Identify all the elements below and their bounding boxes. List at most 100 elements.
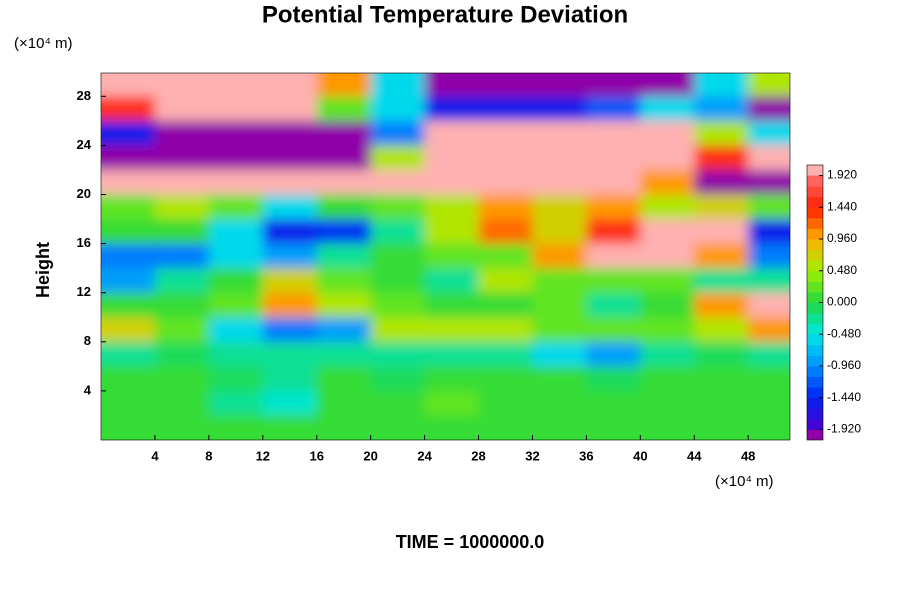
heatmap-cell	[262, 194, 318, 220]
heatmap-cell	[640, 415, 695, 440]
heatmap-cell	[478, 415, 533, 440]
colorbar-band	[807, 334, 823, 346]
heatmap-cell	[424, 317, 480, 343]
y-tick-label: 28	[77, 88, 91, 103]
heatmap-cell	[532, 366, 587, 392]
heatmap-cell	[154, 415, 210, 440]
heatmap-cell	[154, 194, 210, 220]
heatmap-cell	[640, 120, 695, 146]
heatmap-cell	[748, 194, 790, 220]
heatmap-cell	[316, 317, 372, 343]
heatmap-cell	[586, 73, 641, 97]
x-tick-label: 20	[363, 448, 377, 463]
heatmap-cell	[694, 73, 749, 97]
colorbar-band	[807, 397, 823, 409]
colorbar-tick-label: 1.920	[827, 168, 857, 182]
heatmap-cell	[262, 243, 318, 269]
heatmap-cell	[478, 268, 533, 294]
colorbar-band	[807, 186, 823, 198]
heatmap-cell	[208, 194, 264, 220]
heatmap-cell	[586, 169, 641, 196]
heatmap-cell	[532, 268, 587, 294]
heatmap-cell	[586, 341, 641, 367]
heatmap-cell	[370, 145, 426, 171]
heatmap-cell	[640, 219, 695, 245]
heatmap-cell	[694, 194, 749, 220]
heatmap-cell	[262, 120, 318, 146]
heatmap-cell	[208, 169, 264, 196]
heatmap-cell	[478, 292, 533, 318]
heatmap-cell	[154, 73, 210, 97]
y-tick-label: 24	[77, 137, 92, 152]
heatmap-cell	[101, 341, 156, 367]
heatmap-cell	[532, 390, 587, 416]
heatmap-cell	[586, 366, 641, 392]
heatmap-cell	[424, 341, 480, 367]
colorbar-tick-label: -0.960	[827, 358, 861, 372]
heatmap-cell	[694, 366, 749, 392]
heatmap-cell	[424, 219, 480, 245]
heatmap-cell	[532, 145, 587, 171]
colorbar-band	[807, 387, 823, 399]
heatmap-cell	[208, 317, 264, 343]
heatmap-cell	[262, 292, 318, 318]
heatmap-cell	[424, 292, 480, 318]
heatmap-cell	[694, 169, 749, 196]
heatmap-cell	[316, 120, 372, 146]
heatmap-cell	[478, 96, 533, 122]
heatmap-cell	[532, 317, 587, 343]
colorbar-tick-label: 1.440	[827, 199, 857, 213]
heatmap-cell	[694, 415, 749, 440]
colorbar-band	[807, 228, 823, 240]
heatmap-cell	[424, 390, 480, 416]
heatmap-cell	[586, 96, 641, 122]
heatmap-cell	[586, 268, 641, 294]
colorbar-over	[807, 165, 823, 177]
heatmap-cell	[478, 341, 533, 367]
heatmap-cell	[154, 120, 210, 146]
heatmap-cell	[640, 169, 695, 196]
heatmap-cell	[586, 243, 641, 269]
heatmap-cell	[424, 73, 480, 97]
y-tick-label: 8	[84, 333, 91, 348]
heatmap-cell	[640, 145, 695, 171]
heatmap-cell	[101, 268, 156, 294]
heatmap-cell	[748, 366, 790, 392]
heatmap-cell	[586, 415, 641, 440]
heatmap-cell	[748, 145, 790, 171]
heatmap-cell	[154, 243, 210, 269]
heatmap-cell	[370, 194, 426, 220]
heatmap-cell	[748, 120, 790, 146]
heatmap-cell	[101, 96, 156, 122]
heatmap-cell	[748, 73, 790, 97]
heatmap-cell	[640, 194, 695, 220]
x-tick-label: 4	[151, 448, 159, 463]
colorbar-band	[807, 376, 823, 388]
heatmap-cell	[370, 317, 426, 343]
heatmap-cell	[694, 120, 749, 146]
heatmap-cell	[154, 145, 210, 171]
heatmap-cell	[208, 415, 264, 440]
heatmap-cell	[262, 169, 318, 196]
heatmap-cell	[208, 73, 264, 97]
heatmap-cell	[748, 292, 790, 318]
heatmap-cell	[262, 341, 318, 367]
y-tick-label: 12	[77, 284, 91, 299]
heatmap-cell	[478, 145, 533, 171]
heatmap-cell	[694, 219, 749, 245]
heatmap-cell	[532, 169, 587, 196]
heatmap-cell	[154, 317, 210, 343]
colorbar-band	[807, 344, 823, 356]
heatmap-cell	[478, 120, 533, 146]
x-tick-label: 40	[633, 448, 647, 463]
heatmap-cell	[478, 317, 533, 343]
heatmap-cell	[640, 341, 695, 367]
heatmap-cell	[208, 268, 264, 294]
heatmap-cell	[694, 317, 749, 343]
colorbar-tick-label: -1.440	[827, 390, 861, 404]
heatmap-cell	[586, 145, 641, 171]
colorbar-band	[807, 196, 823, 208]
heatmap-cell	[262, 268, 318, 294]
heatmap-cell	[316, 169, 372, 196]
heatmap-cell	[748, 415, 790, 440]
